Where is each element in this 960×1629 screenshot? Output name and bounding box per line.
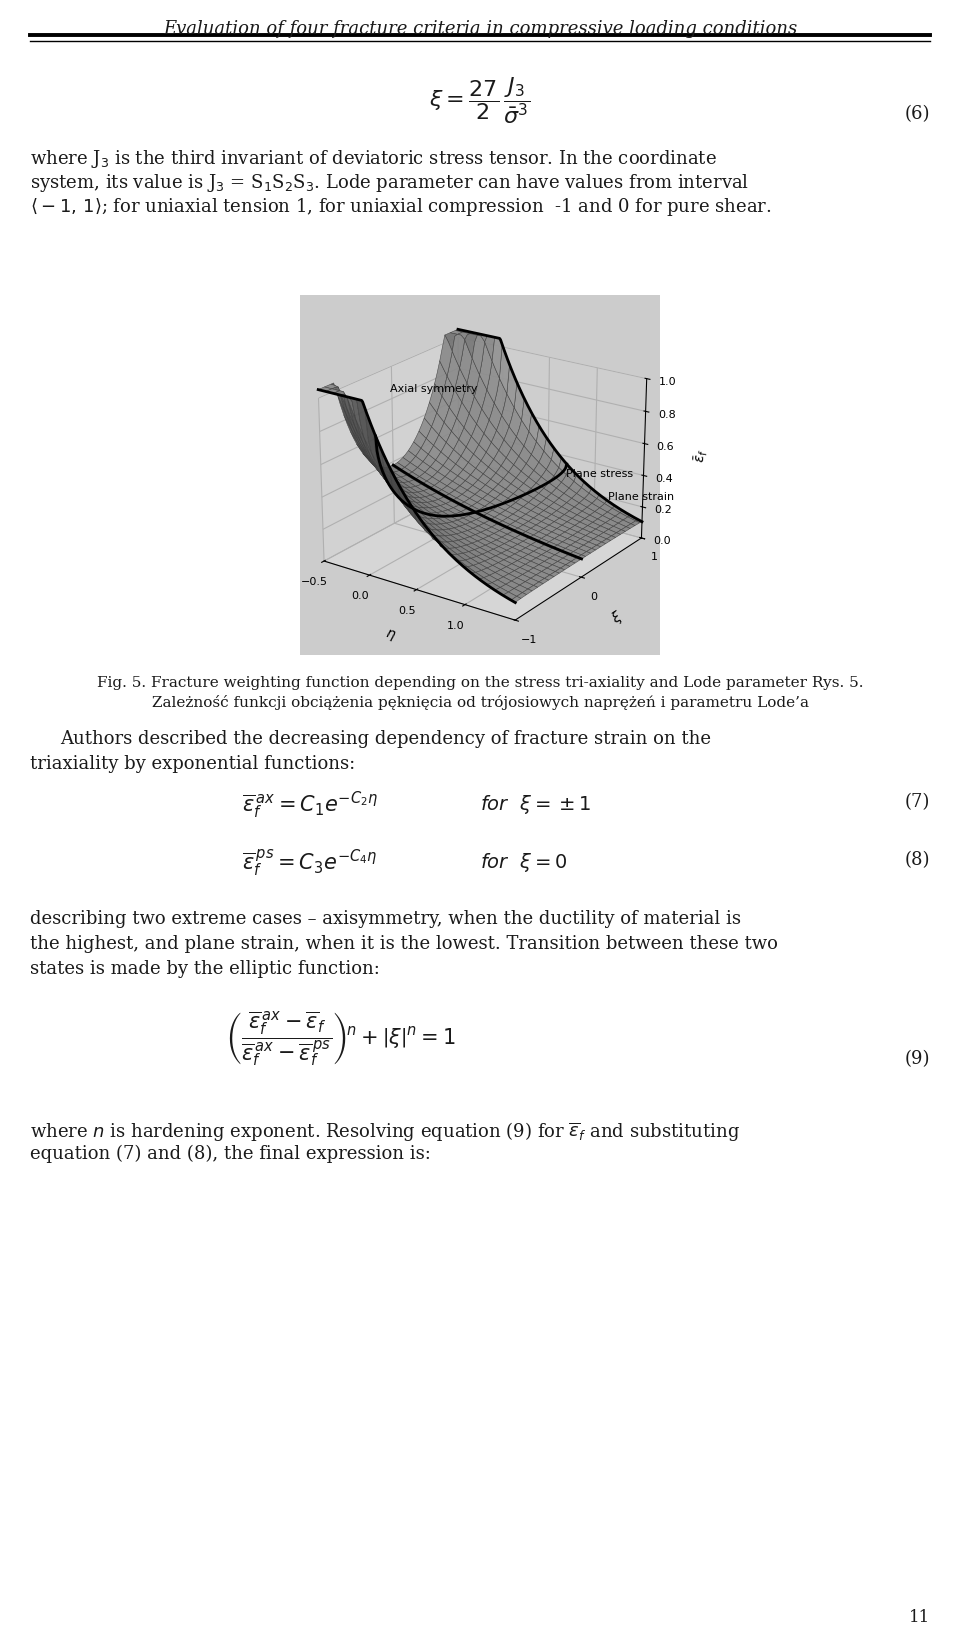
Text: $\xi = \dfrac{27}{2}\,\dfrac{J_3}{\bar{\sigma}^3}$: $\xi = \dfrac{27}{2}\,\dfrac{J_3}{\bar{\…	[429, 75, 531, 125]
Text: 11: 11	[909, 1609, 930, 1626]
Text: $\overline{\varepsilon}_f^{\,ax} = C_1 e^{-C_2\eta}$: $\overline{\varepsilon}_f^{\,ax} = C_1 e…	[242, 790, 378, 821]
Text: describing two extreme cases – axisymmetry, when the ductility of material is: describing two extreme cases – axisymmet…	[30, 911, 741, 929]
Text: where J$_3$ is the third invariant of deviatoric stress tensor. In the coordinat: where J$_3$ is the third invariant of de…	[30, 148, 717, 169]
Text: equation (7) and (8), the final expression is:: equation (7) and (8), the final expressi…	[30, 1145, 431, 1163]
Text: (7): (7)	[904, 793, 930, 811]
Text: $\mathit{for}\ \ \xi = 0$: $\mathit{for}\ \ \xi = 0$	[480, 850, 567, 875]
Text: Authors described the decreasing dependency of fracture strain on the: Authors described the decreasing depende…	[60, 730, 711, 748]
Text: $\mathit{for}\ \ \xi = \pm 1$: $\mathit{for}\ \ \xi = \pm 1$	[480, 793, 590, 816]
Text: $\overline{\varepsilon}_f^{\,ps} = C_3 e^{-C_4\eta}$: $\overline{\varepsilon}_f^{\,ps} = C_3 e…	[242, 849, 377, 880]
X-axis label: $\eta$: $\eta$	[383, 627, 397, 645]
Text: system, its value is J$_3$ = S$_1$S$_2$S$_3$. Lode parameter can have values fro: system, its value is J$_3$ = S$_1$S$_2$S…	[30, 173, 749, 194]
Text: Fig. 5. Fracture weighting function depending on the stress tri-axiality and Lod: Fig. 5. Fracture weighting function depe…	[97, 676, 863, 691]
Text: where $n$ is hardening exponent. Resolving equation (9) for $\overline{\varepsil: where $n$ is hardening exponent. Resolvi…	[30, 1121, 740, 1144]
Text: $\langle -1,\,1\rangle$; for uniaxial tension 1, for uniaxial compression  -1 an: $\langle -1,\,1\rangle$; for uniaxial te…	[30, 195, 772, 218]
Y-axis label: $\xi$: $\xi$	[609, 608, 627, 627]
Text: states is made by the elliptic function:: states is made by the elliptic function:	[30, 959, 380, 977]
Text: (9): (9)	[904, 1051, 930, 1069]
Text: the highest, and plane strain, when it is the lowest. Transition between these t: the highest, and plane strain, when it i…	[30, 935, 778, 953]
Text: (6): (6)	[904, 104, 930, 124]
Text: $\left( \dfrac{\overline{\varepsilon}_f^{\,ax} - \overline{\varepsilon}_f}{\over: $\left( \dfrac{\overline{\varepsilon}_f^…	[225, 1010, 455, 1069]
Text: Zależność funkcji obciążenia pęknięcia od trójosiowych naprężeń i parametru Lode: Zależność funkcji obciążenia pęknięcia o…	[152, 696, 808, 710]
Text: triaxiality by exponential functions:: triaxiality by exponential functions:	[30, 754, 355, 774]
Text: Evaluation of four fracture criteria in compressive loading conditions: Evaluation of four fracture criteria in …	[163, 20, 797, 37]
Text: (8): (8)	[904, 850, 930, 868]
